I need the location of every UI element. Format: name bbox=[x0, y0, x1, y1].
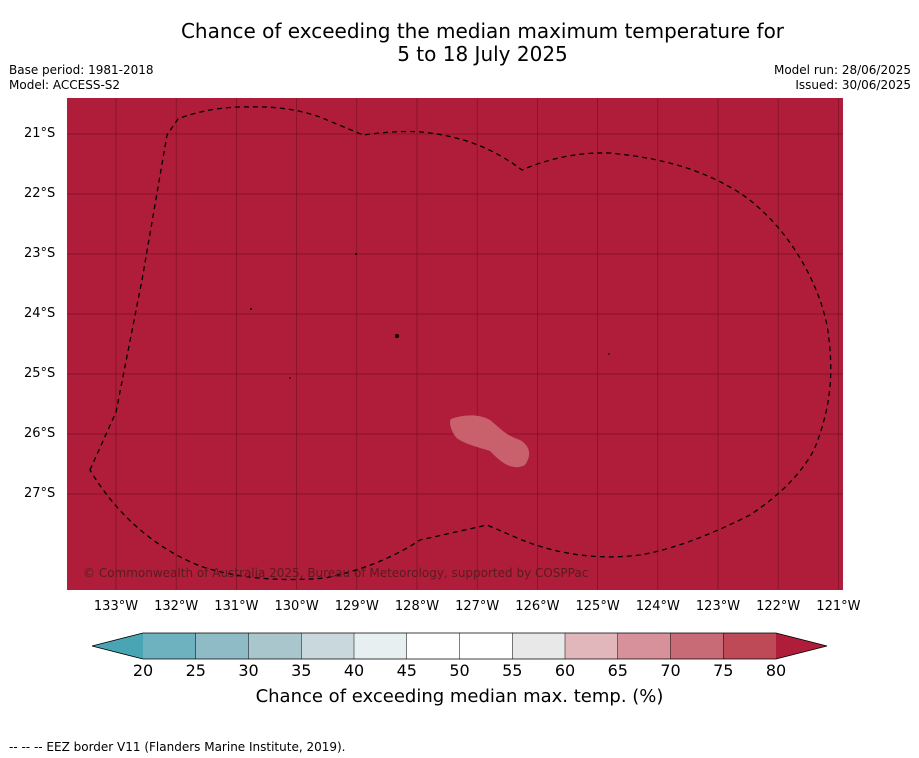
longitude-label: 125°W bbox=[575, 599, 620, 614]
colorbar-tick-label: 60 bbox=[554, 661, 576, 680]
colorbar-segment bbox=[512, 633, 566, 659]
colorbar-segment bbox=[406, 633, 460, 659]
eez-border bbox=[89, 106, 832, 581]
island-markers bbox=[250, 253, 610, 379]
longitude-label: 122°W bbox=[756, 599, 801, 614]
colorbar-tick-label: 50 bbox=[449, 661, 470, 680]
colorbar-under-arrow bbox=[92, 633, 143, 659]
colorbar-tick-label: 80 bbox=[765, 661, 787, 680]
colorbar-segment bbox=[617, 633, 671, 659]
colorbar-tick-label: 40 bbox=[343, 661, 365, 680]
colorbar-segment bbox=[723, 633, 777, 659]
colorbar-tick-label: 35 bbox=[291, 661, 312, 680]
longitude-label: 123°W bbox=[695, 599, 741, 614]
latitude-label: 21°S bbox=[24, 126, 56, 141]
colorbar-label: Chance of exceeding median max. temp. (%… bbox=[255, 686, 664, 707]
colorbar-tick-label: 55 bbox=[502, 661, 523, 680]
colorbar bbox=[91, 632, 828, 660]
map-title-line-2: 5 to 18 July 2025 bbox=[397, 42, 568, 66]
longitude-label: 130°W bbox=[274, 599, 319, 614]
colorbar-tick-label: 75 bbox=[713, 661, 734, 680]
colorbar-outline bbox=[91, 632, 828, 660]
model-text: Model: ACCESS-S2 bbox=[9, 78, 121, 92]
latitude-label: 23°S bbox=[24, 246, 56, 261]
colorbar-segment bbox=[143, 633, 197, 659]
longitude-label: 124°W bbox=[635, 599, 680, 614]
longitude-label: 133°W bbox=[93, 599, 139, 614]
longitude-label: 129°W bbox=[334, 599, 379, 614]
colorbar-tick-label: 30 bbox=[238, 661, 259, 680]
eez-legend-text: -- -- -- EEZ border V11 (Flanders Marine… bbox=[9, 740, 346, 754]
colorbar-segment bbox=[195, 633, 249, 659]
longitude-label: 126°W bbox=[515, 599, 560, 614]
latitude-label: 26°S bbox=[24, 426, 56, 441]
colorbar-tick-label: 65 bbox=[607, 661, 628, 680]
latitude-label: 25°S bbox=[24, 366, 56, 381]
base-period-text: Base period: 1981-2018 bbox=[9, 63, 154, 77]
colorbar-segment bbox=[354, 633, 408, 659]
latitude-label: 22°S bbox=[24, 186, 56, 201]
colorbar-segment bbox=[670, 633, 724, 659]
graticule bbox=[67, 98, 843, 590]
model-run-text: Model run: 28/06/2025 bbox=[773, 63, 911, 77]
colorbar-segment bbox=[301, 633, 355, 659]
lower-probability-patch bbox=[450, 415, 530, 468]
colorbar-tick-label: 25 bbox=[185, 661, 206, 680]
issued-text: Issued: 30/06/2025 bbox=[795, 78, 911, 92]
map-background bbox=[67, 98, 843, 590]
longitude-label: 121°W bbox=[816, 599, 861, 614]
colorbar-tick-label: 45 bbox=[396, 661, 417, 680]
colorbar-tick-label: 70 bbox=[660, 661, 681, 680]
colorbar-segment bbox=[459, 633, 513, 659]
longitude-label: 127°W bbox=[455, 599, 500, 614]
colorbar-tick-label: 20 bbox=[132, 661, 154, 680]
copyright-text: © Commonwealth of Australia 2025, Bureau… bbox=[83, 566, 589, 580]
longitude-label: 128°W bbox=[394, 599, 440, 614]
latitude-label: 27°S bbox=[24, 486, 56, 501]
colorbar-segment bbox=[248, 633, 302, 659]
longitude-label: 131°W bbox=[214, 599, 259, 614]
longitude-label: 132°W bbox=[154, 599, 199, 614]
latitude-label: 24°S bbox=[24, 306, 56, 321]
colorbar-segment bbox=[565, 633, 619, 659]
map-title-line-1: Chance of exceeding the median maximum t… bbox=[180, 19, 785, 43]
colorbar-over-arrow bbox=[776, 633, 827, 659]
